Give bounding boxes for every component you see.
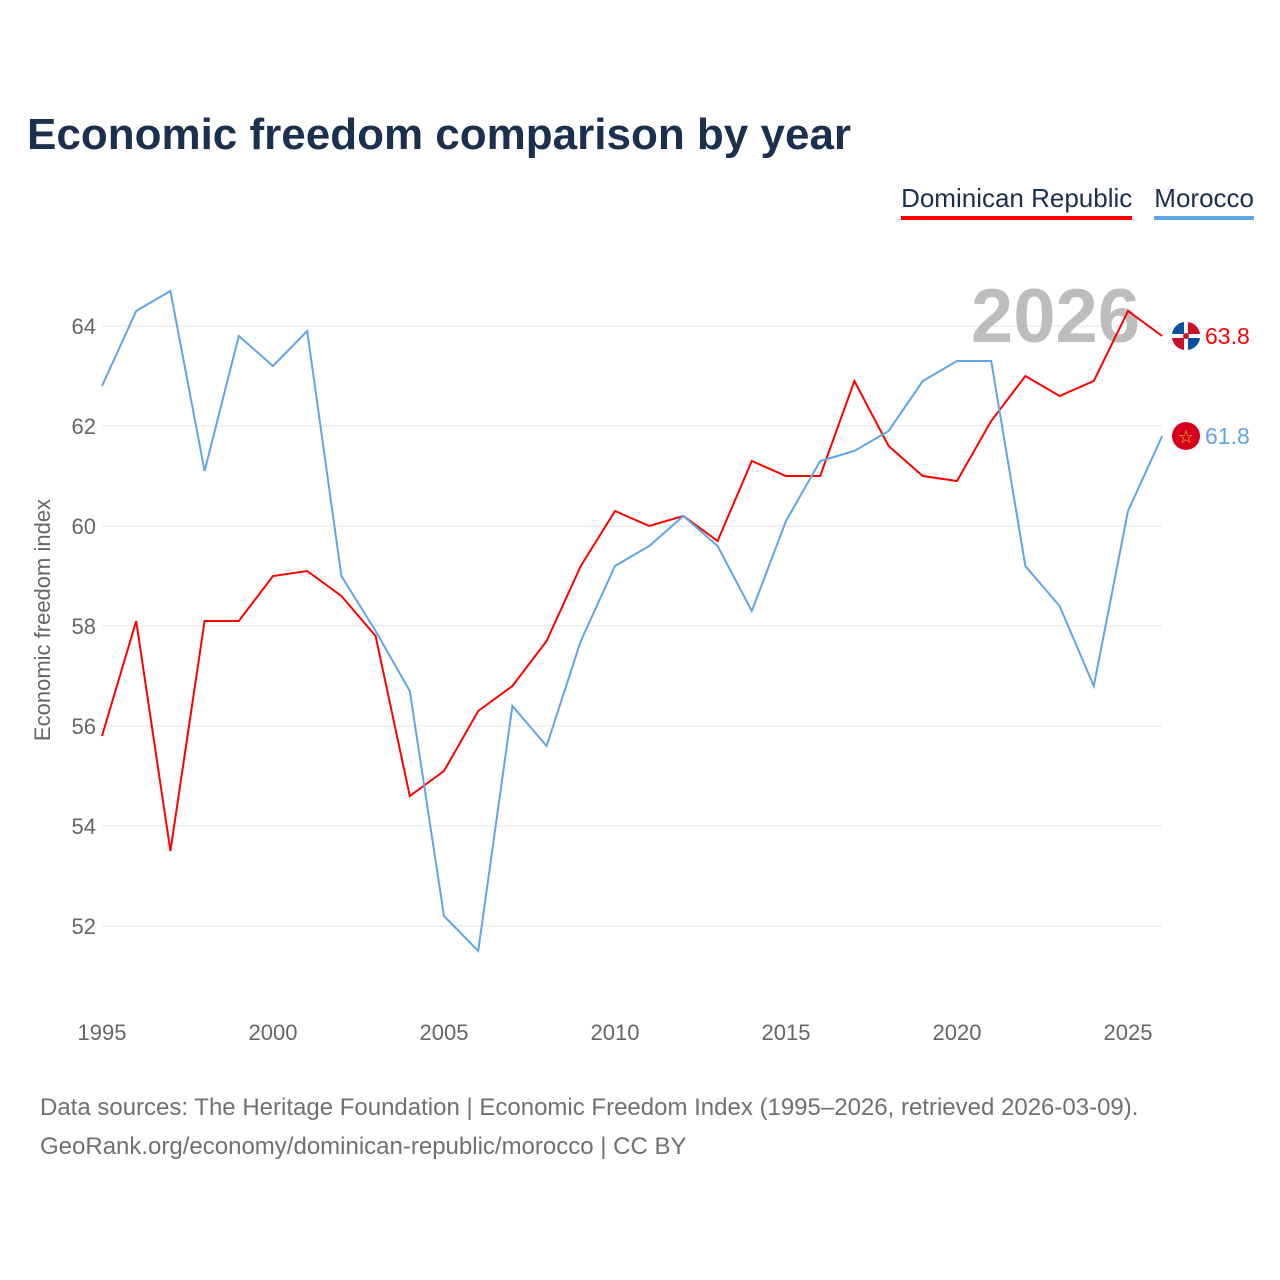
y-tick-label: 64 [72, 314, 96, 339]
series-line-dominican-republic [101, 309, 1163, 852]
legend-morocco[interactable]: Morocco [1154, 183, 1254, 220]
chart-title: Economic freedom comparison by year [27, 110, 852, 159]
flag-quadrant [1172, 338, 1184, 350]
flag-quadrant [1188, 338, 1200, 350]
series-line-morocco [101, 289, 1164, 954]
y-tick-label: 62 [72, 414, 96, 439]
x-tick-label: 2015 [762, 1020, 811, 1045]
x-tick-label: 2020 [933, 1020, 982, 1045]
y-tick-label: 52 [72, 914, 96, 939]
x-tick-label: 2025 [1104, 1020, 1153, 1045]
source-line-2: GeoRank.org/economy/dominican-republic/m… [40, 1133, 687, 1160]
x-tick-label: 2000 [249, 1020, 298, 1045]
y-tick-label: 54 [72, 814, 96, 839]
source-line-1: Data sources: The Heritage Foundation | … [40, 1094, 1139, 1121]
morocco-flag-icon [1172, 422, 1200, 450]
end-value-label: 63.8 [1205, 323, 1250, 349]
y-tick-label: 56 [72, 714, 96, 739]
source-note: Data sources: The Heritage Foundation | … [40, 1088, 1138, 1166]
x-tick-label: 1995 [78, 1020, 127, 1045]
flag-emblem [1183, 333, 1189, 339]
legend-dominican-republic[interactable]: Dominican Republic [901, 183, 1133, 220]
legend: Dominican Republic Morocco [901, 183, 1254, 220]
flag-quadrant [1172, 322, 1184, 334]
y-axis-label: Economic freedom index [30, 499, 55, 741]
flag-star: ☆ [1178, 427, 1194, 447]
x-tick-label: 2005 [420, 1020, 469, 1045]
end-value-label: 61.8 [1205, 423, 1250, 449]
flag-quadrant [1188, 322, 1200, 334]
y-tick-label: 60 [72, 514, 96, 539]
y-tick-label: 58 [72, 614, 96, 639]
x-tick-label: 2010 [591, 1020, 640, 1045]
year-watermark: 2026 [971, 274, 1140, 359]
